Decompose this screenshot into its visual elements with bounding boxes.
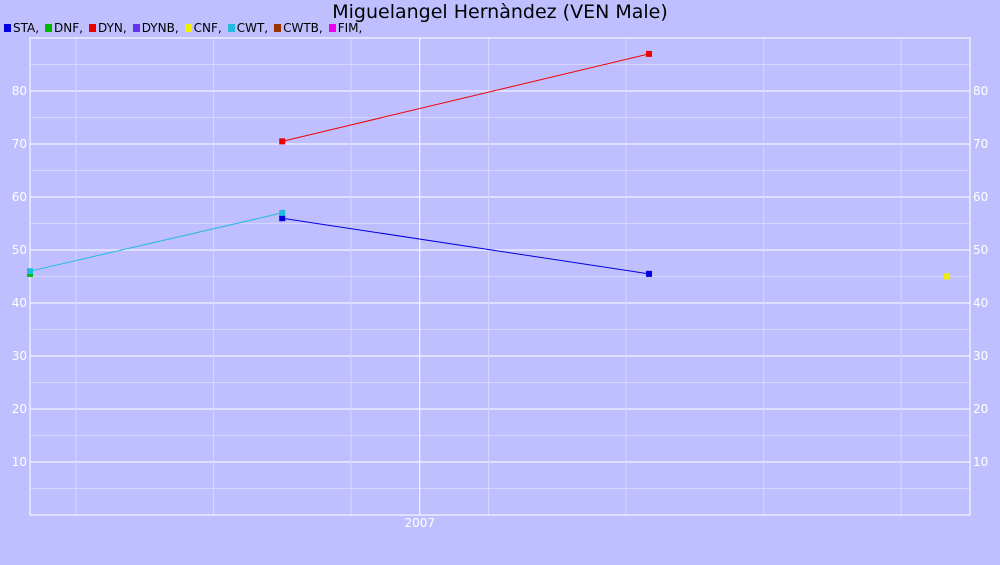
y-tick-label-right: 20 (973, 402, 988, 416)
series-line-sta (282, 217, 650, 275)
y-tick-label-right: 80 (973, 84, 988, 98)
legend-item: DYN, (88, 21, 127, 35)
data-point-cwt (279, 209, 286, 216)
y-tick-label-left: 70 (12, 137, 27, 151)
legend-swatch (45, 24, 53, 32)
data-point-sta (646, 270, 653, 277)
y-tick-label-left: 10 (12, 455, 27, 469)
legend-swatch (184, 24, 192, 32)
legend-item: DNF, (45, 21, 83, 35)
y-tick-label-left: 80 (12, 84, 27, 98)
legend-label: CWT, (236, 21, 269, 35)
legend-label: STA, (13, 21, 40, 35)
x-tick-label: 2007 (404, 516, 435, 530)
legend-swatch (227, 24, 235, 32)
chart-title: Miguelangel Hernàndez (VEN Male) (332, 1, 668, 23)
legend-item: DYNB, (132, 21, 179, 35)
y-tick-label-left: 20 (12, 402, 27, 416)
legend-swatch (328, 24, 336, 32)
y-tick-label-left: 30 (12, 349, 27, 363)
legend-label: DYNB, (141, 21, 179, 35)
legend-label: FIM, (337, 21, 363, 35)
data-point-cwt (27, 268, 33, 275)
legend-label: DYN, (97, 21, 127, 35)
data-point-sta (279, 215, 286, 222)
data-point-cnf (944, 273, 951, 280)
y-tick-label-right: 70 (973, 137, 988, 151)
legend-item: STA, (4, 21, 39, 35)
legend-swatch (88, 24, 96, 32)
y-tick-label-left: 40 (12, 296, 27, 310)
y-tick-label-right: 50 (973, 243, 988, 257)
legend-label: CNF, (193, 21, 222, 35)
y-tick-label-right: 10 (973, 455, 988, 469)
legend-item: FIM, (328, 21, 363, 35)
y-tick-label-left: 60 (12, 190, 27, 204)
chart-legend: STA, DNF, DYN, DYNB, CNF, CWT, CWTB, FIM, (4, 20, 368, 36)
legend-label: DNF, (54, 21, 83, 35)
legend-item: CNF, (184, 21, 222, 35)
series-line-cwt (29, 212, 283, 272)
data-point-dyn (279, 138, 286, 145)
y-tick-label-right: 30 (973, 349, 988, 363)
legend-label: CWTB, (283, 21, 323, 35)
data-point-dyn (646, 50, 653, 57)
legend-swatch (132, 24, 140, 32)
series-line-dyn (282, 53, 650, 142)
y-tick-label-left: 50 (12, 243, 27, 257)
legend-swatch (274, 24, 282, 32)
y-tick-label-right: 40 (973, 296, 988, 310)
legend-item: CWTB, (274, 21, 323, 35)
legend-item: CWT, (227, 21, 269, 35)
legend-swatch (4, 24, 11, 32)
y-tick-label-right: 60 (973, 190, 988, 204)
